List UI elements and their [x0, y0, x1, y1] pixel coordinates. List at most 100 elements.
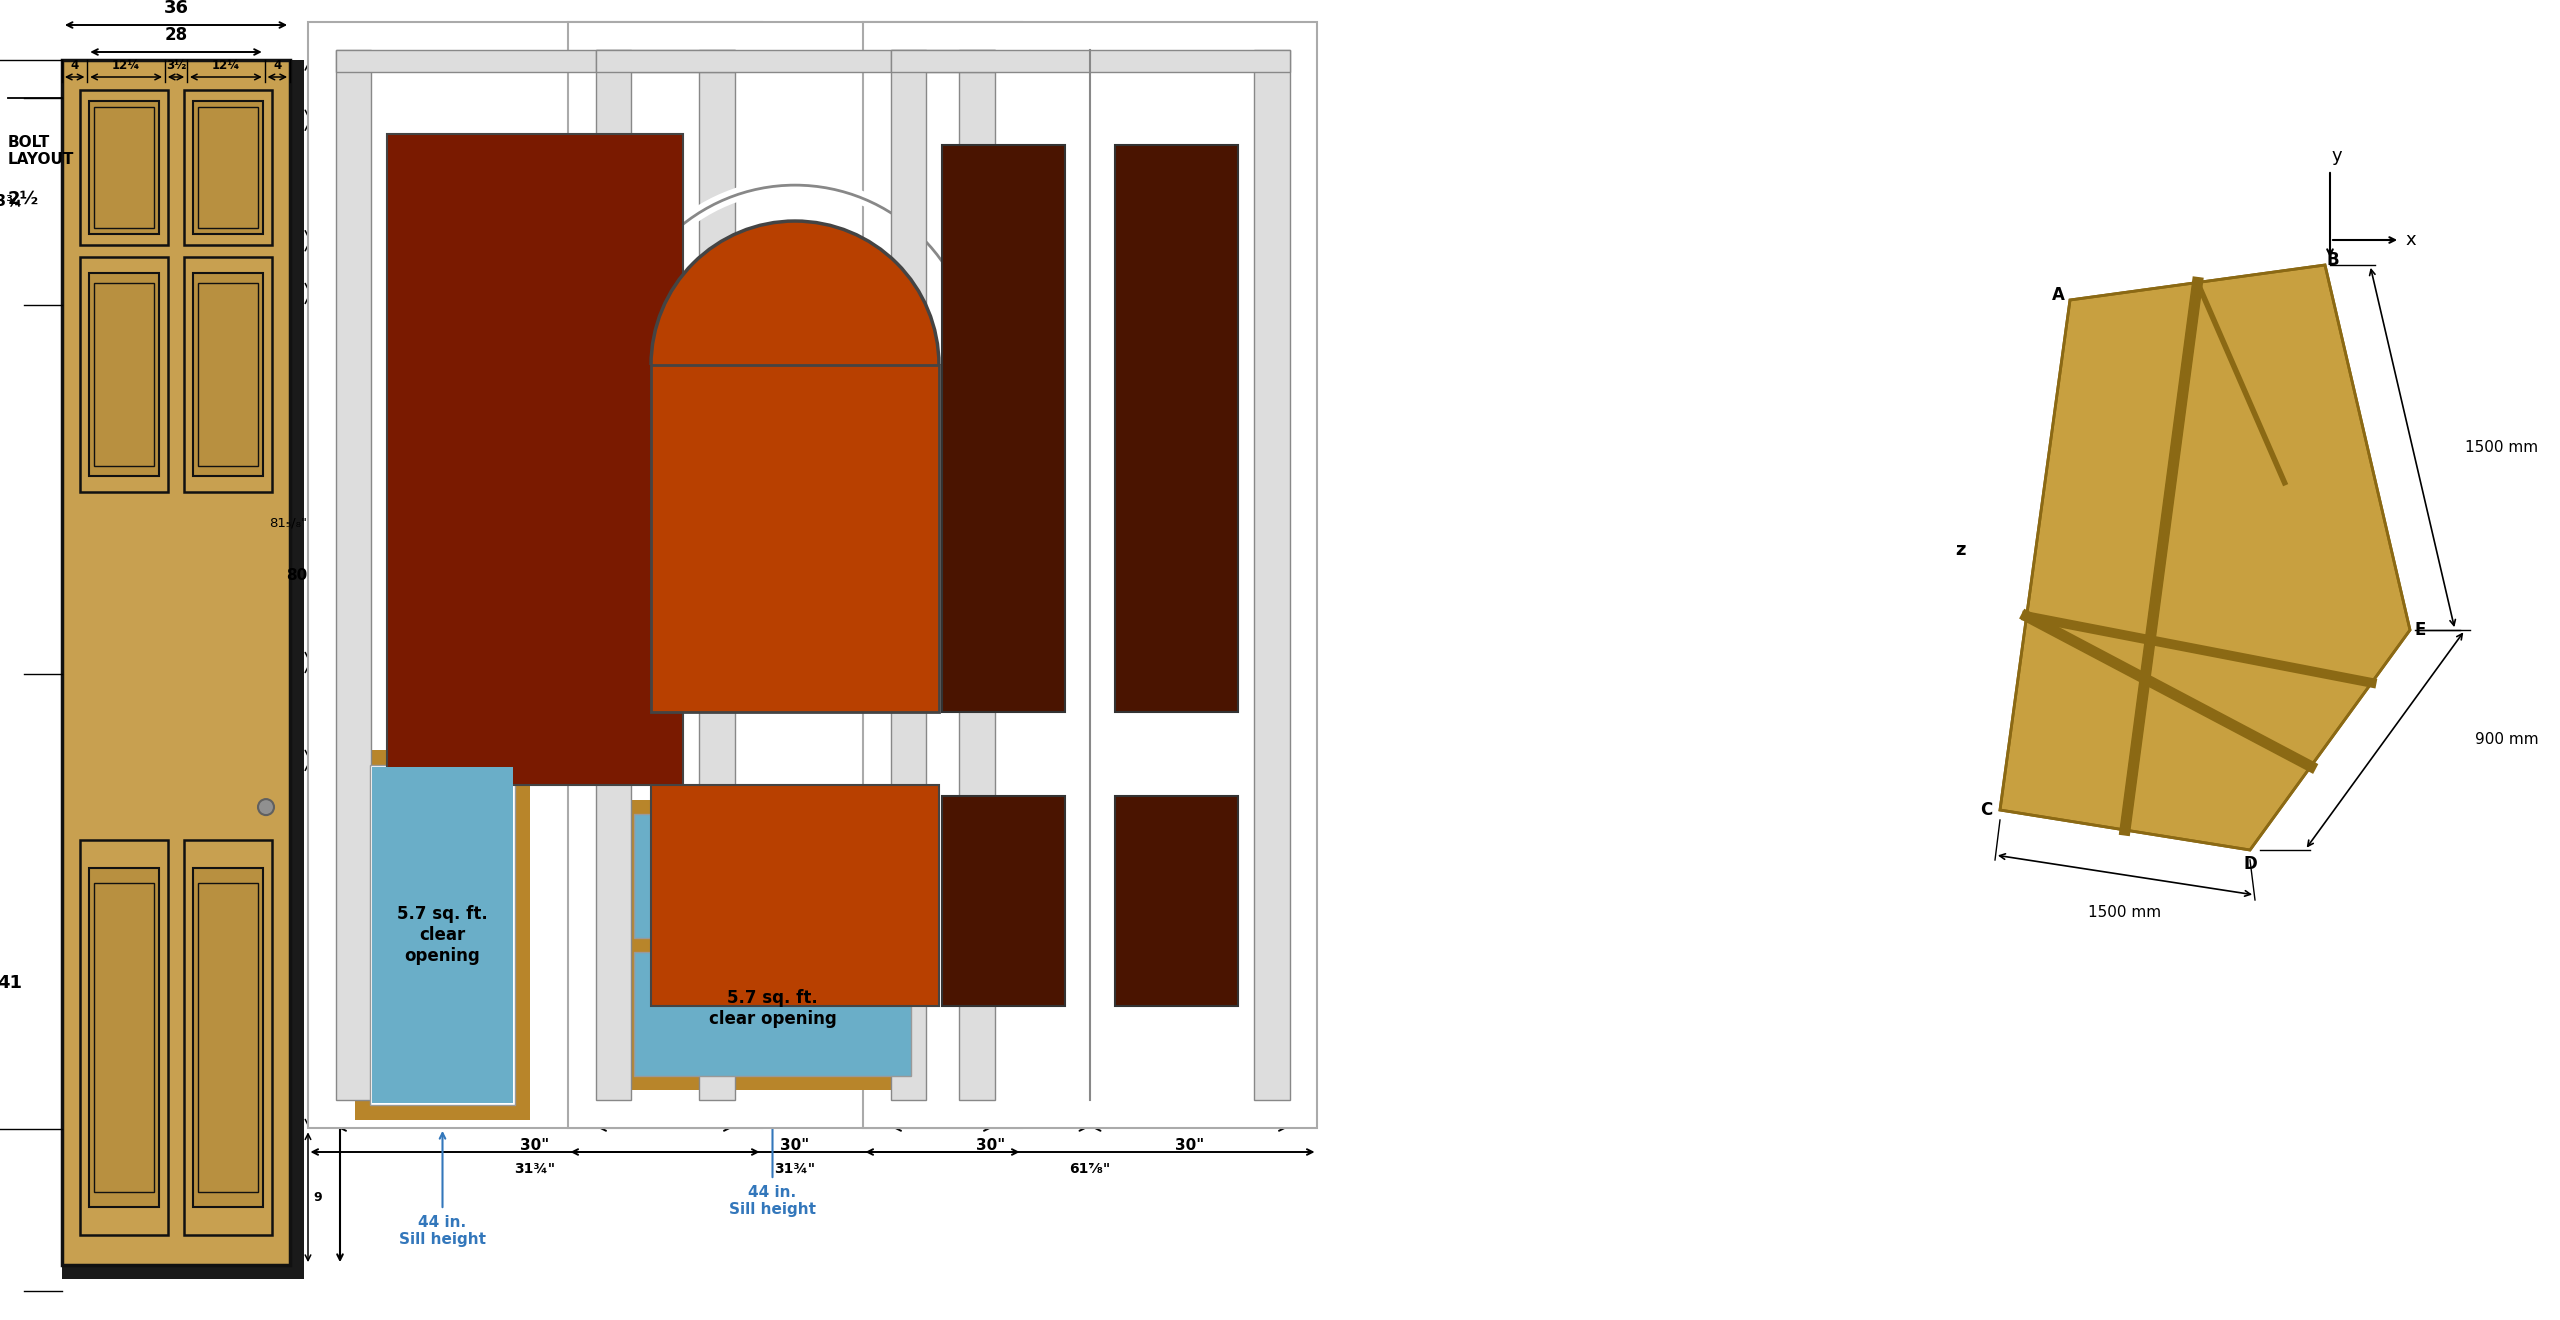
Text: 5.7 sq. ft.
clear
opening: 5.7 sq. ft. clear opening: [397, 906, 489, 965]
Bar: [79, 840, 169, 1236]
Bar: [891, 50, 1290, 71]
Bar: [942, 796, 1065, 1006]
Text: E: E: [2414, 620, 2427, 639]
Text: 900 mm: 900 mm: [2476, 733, 2540, 747]
Text: 81₅/₈": 81₅/₈": [824, 516, 863, 529]
Bar: [387, 135, 684, 785]
Bar: [635, 814, 911, 939]
Bar: [335, 50, 735, 71]
Text: 80": 80": [545, 568, 576, 582]
Text: 4: 4: [274, 59, 282, 73]
Text: 12¼: 12¼: [212, 59, 241, 73]
Text: 30": 30": [975, 1138, 1006, 1152]
Bar: [61, 1265, 305, 1279]
Bar: [197, 883, 259, 1192]
Text: 61⅞": 61⅞": [1070, 1162, 1111, 1176]
Text: 30": 30": [520, 1138, 550, 1152]
Bar: [1116, 796, 1239, 1006]
Text: D: D: [2243, 855, 2258, 873]
Bar: [61, 59, 289, 1265]
Text: 80": 80": [842, 568, 870, 582]
Text: 3½: 3½: [758, 251, 781, 264]
Text: 24 in: 24 in: [950, 936, 996, 954]
Text: 31¾": 31¾": [515, 1162, 556, 1176]
Text: 3½: 3½: [312, 260, 335, 273]
Text: 80": 80": [287, 568, 315, 582]
Text: 24½: 24½: [312, 471, 343, 484]
Bar: [95, 282, 154, 466]
Text: 28: 28: [164, 26, 187, 44]
Text: Single: Single: [492, 25, 579, 53]
Text: 5.7 sq. ft.
clear opening: 5.7 sq. ft. clear opening: [709, 990, 837, 1028]
Text: 24½: 24½: [312, 939, 343, 952]
Bar: [650, 785, 940, 1006]
Text: Double: Double: [1042, 25, 1139, 53]
Polygon shape: [1999, 265, 2409, 850]
Text: 2½: 2½: [8, 190, 38, 209]
Polygon shape: [2196, 265, 2371, 682]
Text: 13¾: 13¾: [0, 194, 23, 209]
Text: 8: 8: [312, 174, 323, 187]
Bar: [90, 273, 159, 475]
Text: 30": 30": [1175, 1138, 1203, 1152]
Bar: [356, 750, 530, 1119]
Polygon shape: [2028, 282, 2199, 649]
Text: 4: 4: [758, 74, 768, 87]
Text: 4: 4: [312, 83, 323, 96]
Bar: [192, 273, 264, 475]
Text: 34 in.: 34 in.: [745, 754, 799, 772]
Text: 20 in.: 20 in.: [417, 704, 468, 722]
Text: 6½: 6½: [312, 705, 335, 718]
Bar: [197, 107, 259, 228]
Bar: [184, 90, 271, 246]
Text: 30": 30": [781, 1138, 809, 1152]
Text: 9: 9: [312, 1191, 323, 1204]
Text: 1500 mm: 1500 mm: [2465, 440, 2537, 455]
Text: z: z: [1956, 541, 1966, 558]
Bar: [371, 766, 515, 1105]
Text: x: x: [2404, 231, 2417, 249]
Bar: [197, 282, 259, 466]
Bar: [635, 952, 911, 1076]
Text: BOLT
LAYOUT: BOLT LAYOUT: [8, 135, 74, 168]
Text: 81₅/₈": 81₅/₈": [269, 516, 307, 529]
Text: y: y: [2332, 147, 2342, 165]
Bar: [371, 767, 512, 1104]
Text: 41: 41: [0, 974, 23, 991]
Bar: [891, 50, 927, 1100]
Text: 4: 4: [72, 59, 79, 73]
Text: Arch: Arch: [763, 25, 827, 53]
Bar: [192, 100, 264, 234]
Bar: [942, 144, 1065, 711]
Bar: [1254, 50, 1290, 1100]
Bar: [79, 90, 169, 246]
Bar: [289, 59, 305, 1275]
Bar: [90, 100, 159, 234]
Text: Egress Code: Minimum Size Requirements: Egress Code: Minimum Size Requirements: [379, 642, 842, 660]
Bar: [95, 107, 154, 228]
Bar: [184, 840, 271, 1236]
Bar: [620, 800, 924, 1090]
Bar: [1116, 144, 1239, 711]
Text: 41 in.: 41 in.: [556, 927, 607, 944]
Bar: [863, 22, 1318, 1127]
Polygon shape: [2125, 649, 2371, 850]
Bar: [596, 50, 632, 1100]
Text: 31¾": 31¾": [776, 1162, 817, 1176]
Text: 8: 8: [758, 164, 768, 177]
Text: 3½: 3½: [166, 59, 187, 73]
Bar: [192, 867, 264, 1208]
Bar: [650, 366, 940, 711]
Bar: [90, 867, 159, 1208]
Text: 81₅/₈": 81₅/₈": [530, 516, 568, 529]
Text: 12¼: 12¼: [113, 59, 141, 73]
Text: 44 in.
Sill height: 44 in. Sill height: [730, 1185, 817, 1217]
Text: A: A: [2051, 286, 2063, 304]
Bar: [95, 883, 154, 1192]
Text: 1500 mm: 1500 mm: [2089, 906, 2161, 920]
Text: 80: 80: [346, 653, 374, 672]
Polygon shape: [1999, 616, 2199, 830]
Text: 36: 36: [164, 0, 189, 17]
Bar: [79, 257, 169, 492]
Bar: [335, 50, 371, 1100]
